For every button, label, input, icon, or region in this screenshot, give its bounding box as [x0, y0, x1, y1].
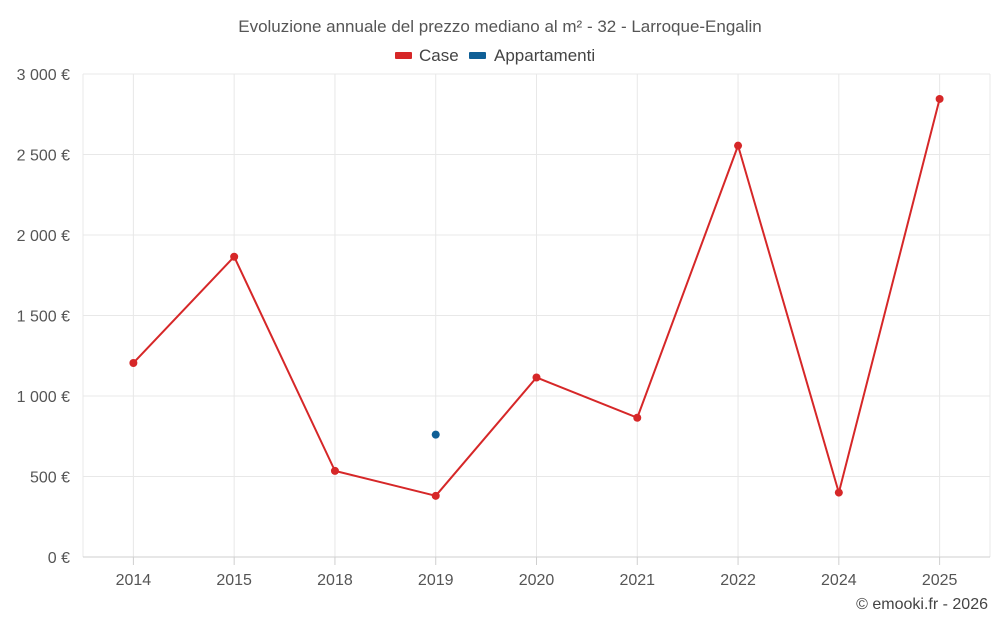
legend-label-case: Case [419, 46, 459, 65]
data-point-case[interactable] [734, 141, 743, 150]
data-point-case[interactable] [633, 413, 642, 422]
data-point-appartamenti[interactable] [431, 430, 440, 439]
data-point-case[interactable] [532, 373, 541, 382]
x-tick-label: 2021 [619, 572, 655, 589]
legend-swatch-case [395, 52, 412, 59]
data-point-case[interactable] [129, 358, 138, 367]
y-tick-label: 2 000 € [17, 228, 70, 245]
x-tick-label: 2022 [720, 572, 756, 589]
data-point-case[interactable] [935, 94, 944, 103]
y-tick-label: 500 € [30, 470, 70, 487]
x-tick-label: 2014 [116, 572, 152, 589]
x-tick-label: 2018 [317, 572, 353, 589]
x-axis-ticks: 2014 2015 2018 2019 2020 2021 2022 2024 2025 [116, 572, 958, 589]
x-tick-label: 2025 [922, 572, 958, 589]
credit-text: © emooki.fr - 2026 [856, 596, 988, 613]
data-point-case[interactable] [431, 491, 440, 500]
y-tick-label: 3 000 € [17, 67, 70, 84]
legend-item-case[interactable]: Case [395, 46, 459, 65]
y-tick-label: 1 000 € [17, 389, 70, 406]
chart-title: Evoluzione annuale del prezzo mediano al… [238, 17, 762, 36]
x-tick-label: 2020 [519, 572, 555, 589]
data-point-case[interactable] [834, 488, 843, 497]
y-axis-ticks: 0 € 500 € 1 000 € 1 500 € 2 000 € 2 500 € 3 00… [17, 67, 70, 567]
legend-label-appartamenti: Appartamenti [494, 46, 595, 65]
data-point-case[interactable] [230, 252, 239, 261]
x-tick-label: 2015 [216, 572, 252, 589]
legend-item-appartamenti[interactable]: Appartamenti [469, 46, 595, 65]
y-tick-label: 1 500 € [17, 309, 70, 326]
x-tick-label: 2019 [418, 572, 454, 589]
y-tick-label: 2 500 € [17, 148, 70, 165]
legend: Case Appartamenti [395, 46, 595, 65]
series-layer [129, 94, 944, 500]
data-point-case[interactable] [330, 466, 339, 475]
x-tick-label: 2024 [821, 572, 857, 589]
y-tick-label: 0 € [48, 550, 70, 567]
legend-swatch-appartamenti [469, 52, 486, 59]
x-gridlines [82, 74, 991, 565]
